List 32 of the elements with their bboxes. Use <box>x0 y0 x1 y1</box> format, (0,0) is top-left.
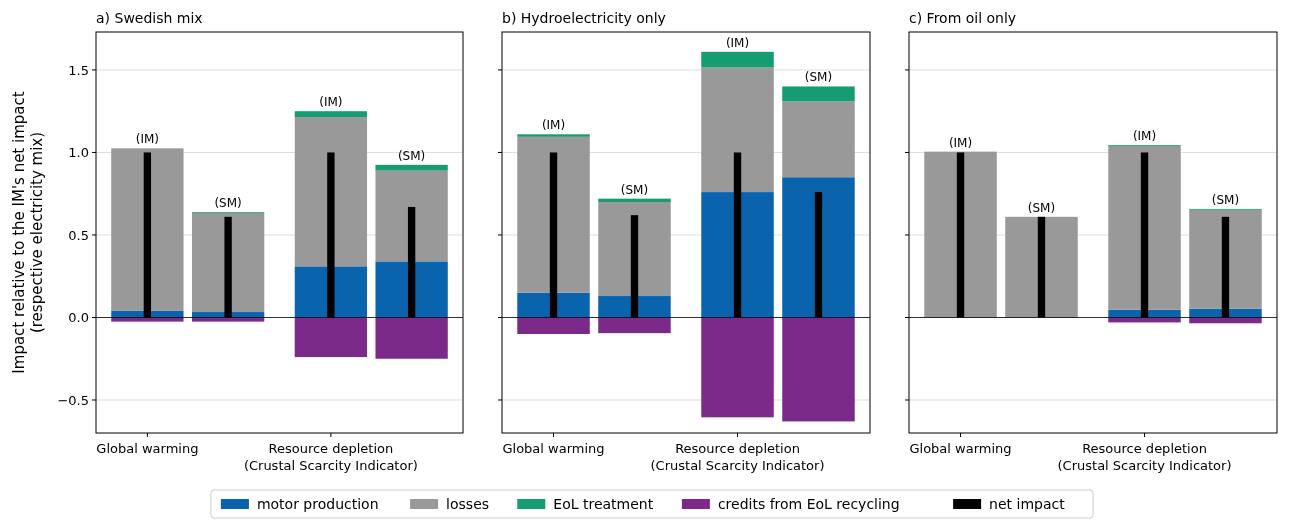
y-tick-label: 0.0 <box>68 310 89 326</box>
annotation: (IM) <box>725 35 750 50</box>
x-tick-label: Global warming <box>502 441 605 456</box>
chart-title: b) Hydroelectricity only <box>502 10 666 26</box>
annotation: (SM) <box>397 148 426 163</box>
annotation: (IM) <box>319 95 343 110</box>
legend-label: losses <box>446 495 490 512</box>
legend-label: EoL treatment <box>553 495 654 512</box>
y-tick-label: 0.5 <box>68 227 89 243</box>
annotation: (IM) <box>135 132 160 147</box>
y-tick-label: 1.0 <box>68 145 89 161</box>
x-tick-label: Resource depletion (Crustal Scarcity Indicator) <box>243 441 418 473</box>
y-tick-label: 1.5 <box>68 62 89 78</box>
x-tick-label: Resource depletion (Crustal Scarcity Indicator) <box>650 441 825 473</box>
y-tick-label: −0.5 <box>57 392 89 408</box>
x-tick-label: Global warming <box>96 441 199 456</box>
annotation: (SM) <box>1027 200 1056 215</box>
annotation: (SM) <box>1211 192 1240 207</box>
annotation: (IM) <box>948 135 973 150</box>
annotation: (SM) <box>804 70 833 85</box>
legend-label: motor production <box>256 495 379 512</box>
chart-title: c) From oil only <box>909 10 1017 26</box>
y-axis-title: Impact relative to the IM's net impact (respective electricity mix) <box>10 91 46 374</box>
x-tick-label: Resource depletion (Crustal Scarcity Indicator) <box>1057 441 1232 473</box>
x-tick-label: Global warming <box>909 441 1012 456</box>
annotation: (SM) <box>214 196 242 211</box>
annotation: (IM) <box>541 118 566 133</box>
chart-title: a) Swedish mix <box>96 10 203 26</box>
legend-label: net impact <box>989 495 1066 512</box>
annotation: (SM) <box>620 182 649 197</box>
legend-label: credits from EoL recycling <box>717 495 900 512</box>
annotation: (IM) <box>1132 129 1157 144</box>
